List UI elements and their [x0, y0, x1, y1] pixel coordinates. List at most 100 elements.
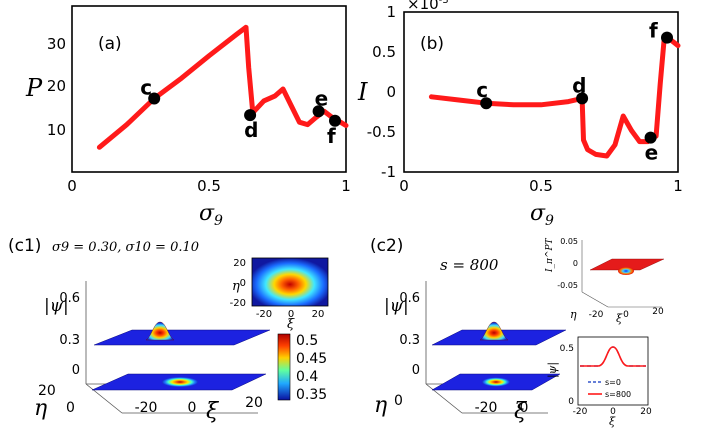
panel-c2-inset-bottom-ylabel: |ψ| — [546, 362, 560, 378]
panel-c1-colorbar — [277, 333, 291, 401]
panel-a-marker-label-e: e — [315, 86, 329, 110]
panel-b-marker-label-d: d — [572, 73, 586, 97]
panel-c2: (c2) s = 800 |ψ| 0.6 0.3 0 η 0 -20 0 ξ — [370, 236, 665, 428]
panel-a-marker-label-f: f — [327, 124, 336, 148]
panel-c2-inset-top-xtick: 20 — [652, 307, 664, 317]
panel-c1-upper-surface — [93, 329, 271, 346]
panel-b-marker-label-e: e — [645, 141, 659, 165]
panel-c2-xtick: -20 — [475, 400, 498, 416]
panel-c1-colorbar-tick: 0.35 — [296, 387, 327, 403]
panel-c1-xtick: 0 — [188, 400, 197, 416]
panel-c2-ylabel: η — [374, 393, 387, 418]
panel-b-xticks: 0 0.5 1 — [399, 177, 683, 195]
panel-a-xticks: 0 0.5 1 — [67, 177, 351, 195]
panel-b-marker-d — [576, 92, 589, 105]
panel-c2-inset-bottom-ytick: 0 — [568, 397, 574, 407]
panel-c1-colorbar-tick: 0.5 — [296, 333, 318, 349]
panel-c2-inset-bottom-xtick: 0 — [610, 407, 616, 417]
panel-c2-inset-bottom-xtick: -20 — [573, 407, 588, 417]
panel-a-ytick: 10 — [47, 121, 66, 139]
panel-a-axes-box — [71, 5, 347, 173]
panel-b-ylabel: I — [357, 78, 368, 106]
panel-c2-inset-top-ylabel: I_π^PT — [545, 237, 555, 273]
panel-a-xlabel: σ9 — [199, 201, 223, 229]
panel-c1-ztick: 0.6 — [59, 291, 80, 306]
panel-b-yticks: -1 -0.5 0 0.5 1 — [367, 3, 396, 181]
panel-c1-colorbar-tick: 0.45 — [296, 351, 327, 367]
panel-c1-colorbar-tick: 0.4 — [296, 369, 318, 385]
panel-b-marker-f — [661, 31, 673, 44]
panel-c2-inset-top-ztick: 0 — [573, 259, 578, 268]
panel-c2-inset-bottom-ytick: 0.5 — [560, 344, 574, 354]
panel-a-xtick: 0.5 — [197, 177, 221, 195]
panel-b-ytick: 1 — [386, 3, 396, 21]
panel-c2-ztick: 0 — [412, 363, 420, 378]
panel-c1-ytick: 20 — [38, 383, 56, 399]
panel-c1-xlabel: ξ — [206, 399, 220, 424]
panel-c1-inset-xtick: 20 — [312, 309, 325, 320]
panel-b-ytick: -0.5 — [367, 123, 396, 141]
panel-c2-inset-bottom-xlabel: ξ — [609, 415, 616, 428]
panel-b-ytick: -1 — [381, 163, 396, 181]
panel-c2-label: (c2) — [370, 236, 403, 256]
panel-b-xlabel: σ9 — [530, 201, 554, 229]
panel-a-marker-f — [329, 114, 341, 127]
panel-c1-inset-ytick: 20 — [233, 258, 246, 269]
panel-b-marker-label-f: f — [649, 19, 658, 43]
panel-c1-zlabel: |ψ| — [44, 296, 69, 316]
panel-a-curve — [96, 24, 349, 150]
panel-b-ytick: 0 — [386, 83, 396, 101]
panel-b-marker-label-c: c — [476, 78, 488, 102]
panel-a-ylabel: P — [25, 74, 43, 102]
panel-b-label: (b) — [420, 34, 444, 54]
panel-c2-inset-bottom-legend-item: s=800 — [605, 390, 631, 399]
panel-c2-inset-bottom-line-s800 — [580, 346, 646, 367]
panel-c1-inset-xtick: -20 — [256, 309, 272, 320]
panel-c1-inset-xtick: 0 — [288, 309, 294, 320]
panel-b-axes-box — [403, 11, 679, 173]
panel-c2-projection-spot — [482, 377, 510, 387]
panel-c2-inset-top-dip — [618, 267, 634, 275]
panel-c2-inset-top-xtick: 0 — [623, 310, 629, 320]
panel-c1-xtick: -20 — [135, 400, 158, 416]
panel-c1: (c1) σ9 = 0.30, σ10 = 0.10 |ψ| 0.6 0.3 0… — [8, 236, 329, 424]
panel-c1-ztick: 0 — [72, 363, 80, 378]
panel-a-ytick: 30 — [47, 35, 66, 53]
panel-b-xtick: 1 — [673, 177, 683, 195]
panel-c1-ytick: 0 — [66, 400, 75, 416]
panel-c1-xtick: 20 — [245, 395, 263, 411]
panel-c1-inset-ylabel: η — [232, 279, 240, 294]
panel-c1-inset-map — [251, 257, 329, 307]
panel-b-xtick: 0.5 — [529, 177, 553, 195]
panel-c2-inset-bottom-legend-item: s=0 — [605, 378, 621, 387]
panel-c2-ztick: 0.6 — [399, 291, 420, 306]
panel-c2-3d-frame — [425, 281, 548, 414]
panel-c2-inset-top: 0.05 0 -0.05 I_π^PT -20 0 20 ξ η — [545, 237, 665, 325]
panel-c2-inset-bottom: 0.5 0 |ψ| s=0 s=800 -20 0 20 ξ — [546, 336, 652, 428]
panel-a-marker-d — [244, 109, 257, 122]
panel-a-plot: c d ef — [96, 24, 349, 150]
panel-b-plot: c d e f — [428, 19, 681, 165]
panel-b-ytick: 0.5 — [372, 43, 396, 61]
panel-c2-ytick: 0 — [394, 393, 403, 409]
panel-a-marker-e — [312, 105, 325, 118]
panel-b-marker-e — [644, 131, 657, 144]
panel-b-marker-c — [480, 97, 493, 110]
panel-a-ytick: 20 — [47, 77, 66, 95]
panel-c1-projection-spot — [162, 377, 198, 387]
panel-b-curve — [428, 35, 681, 159]
panel-a-label: (a) — [98, 34, 122, 54]
panel-c1-inset-ytick: 0 — [240, 278, 246, 289]
panel-c1-label: (c1) — [8, 236, 41, 256]
panel-c2-inset-top-ztick: 0.05 — [560, 237, 578, 246]
panel-c1-ylabel: η — [34, 396, 47, 421]
panel-c2-inset-top-ztick: -0.05 — [557, 281, 578, 290]
panel-a-marker-c — [148, 92, 161, 105]
panel-c1-ztick: 0.3 — [59, 333, 80, 348]
panel-c2-ztick: 0.3 — [399, 333, 420, 348]
panel-c2-xtick: 0 — [520, 400, 529, 416]
panel-c2-param: s = 800 — [440, 256, 499, 274]
panel-c2-inset-top-xtick: -20 — [589, 310, 604, 320]
